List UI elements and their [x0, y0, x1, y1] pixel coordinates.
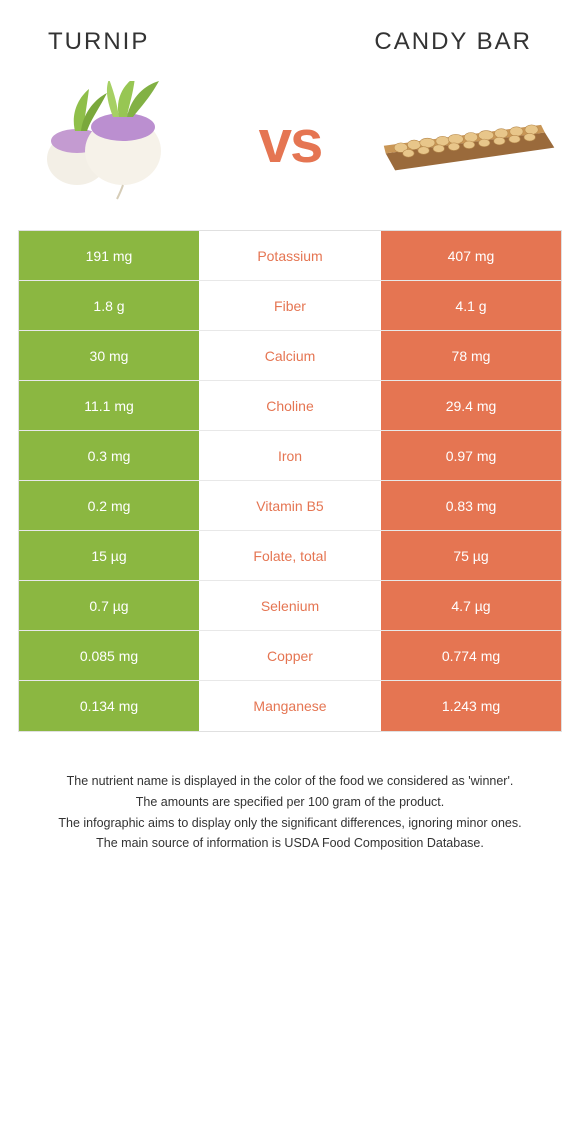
table-row: 1.8 gFiber4.1 g: [19, 281, 561, 331]
credits-line: The main source of information is USDA F…: [30, 834, 550, 853]
right-value-cell: 29.4 mg: [381, 381, 561, 430]
left-value-cell: 1.8 g: [19, 281, 199, 330]
table-row: 30 mgCalcium78 mg: [19, 331, 561, 381]
right-value-cell: 4.7 µg: [381, 581, 561, 630]
nutrient-table: 191 mgPotassium407 mg1.8 gFiber4.1 g30 m…: [18, 230, 562, 732]
turnip-image: [20, 76, 200, 206]
table-row: 0.7 µgSelenium4.7 µg: [19, 581, 561, 631]
left-value-cell: 11.1 mg: [19, 381, 199, 430]
right-value-cell: 0.83 mg: [381, 481, 561, 530]
nutrient-name-cell: Potassium: [199, 231, 381, 280]
right-value-cell: 78 mg: [381, 331, 561, 380]
credits-line: The infographic aims to display only the…: [30, 814, 550, 833]
right-value-cell: 75 µg: [381, 531, 561, 580]
candy-bar-icon: [380, 96, 560, 186]
nutrient-name-cell: Choline: [199, 381, 381, 430]
left-value-cell: 15 µg: [19, 531, 199, 580]
left-value-cell: 0.085 mg: [19, 631, 199, 680]
right-value-cell: 407 mg: [381, 231, 561, 280]
table-row: 191 mgPotassium407 mg: [19, 231, 561, 281]
left-value-cell: 0.2 mg: [19, 481, 199, 530]
left-food-title: Turnip: [48, 28, 149, 56]
nutrient-name-cell: Calcium: [199, 331, 381, 380]
right-value-cell: 0.774 mg: [381, 631, 561, 680]
infographic-page: Turnip Candy bar vs: [0, 0, 580, 875]
nutrient-name-cell: Fiber: [199, 281, 381, 330]
right-value-cell: 4.1 g: [381, 281, 561, 330]
table-row: 15 µgFolate, total75 µg: [19, 531, 561, 581]
nutrient-name-cell: Manganese: [199, 681, 381, 731]
left-value-cell: 30 mg: [19, 331, 199, 380]
left-value-cell: 0.134 mg: [19, 681, 199, 731]
left-value-cell: 191 mg: [19, 231, 199, 280]
table-row: 11.1 mgCholine29.4 mg: [19, 381, 561, 431]
credits-block: The nutrient name is displayed in the co…: [18, 772, 562, 875]
nutrient-name-cell: Iron: [199, 431, 381, 480]
table-row: 0.2 mgVitamin B50.83 mg: [19, 481, 561, 531]
table-row: 0.134 mgManganese1.243 mg: [19, 681, 561, 731]
right-food-title: Candy bar: [374, 28, 532, 56]
nutrient-name-cell: Copper: [199, 631, 381, 680]
turnip-icon: [25, 81, 195, 201]
vs-label: vs: [259, 107, 322, 176]
nutrient-name-cell: Vitamin B5: [199, 481, 381, 530]
right-value-cell: 1.243 mg: [381, 681, 561, 731]
table-row: 0.085 mgCopper0.774 mg: [19, 631, 561, 681]
left-value-cell: 0.7 µg: [19, 581, 199, 630]
table-row: 0.3 mgIron0.97 mg: [19, 431, 561, 481]
vs-row: vs: [0, 64, 580, 218]
credits-line: The nutrient name is displayed in the co…: [30, 772, 550, 791]
titles-row: Turnip Candy bar: [0, 0, 580, 64]
nutrient-name-cell: Folate, total: [199, 531, 381, 580]
right-value-cell: 0.97 mg: [381, 431, 561, 480]
credits-line: The amounts are specified per 100 gram o…: [30, 793, 550, 812]
candy-bar-image: [380, 76, 560, 206]
left-value-cell: 0.3 mg: [19, 431, 199, 480]
nutrient-name-cell: Selenium: [199, 581, 381, 630]
